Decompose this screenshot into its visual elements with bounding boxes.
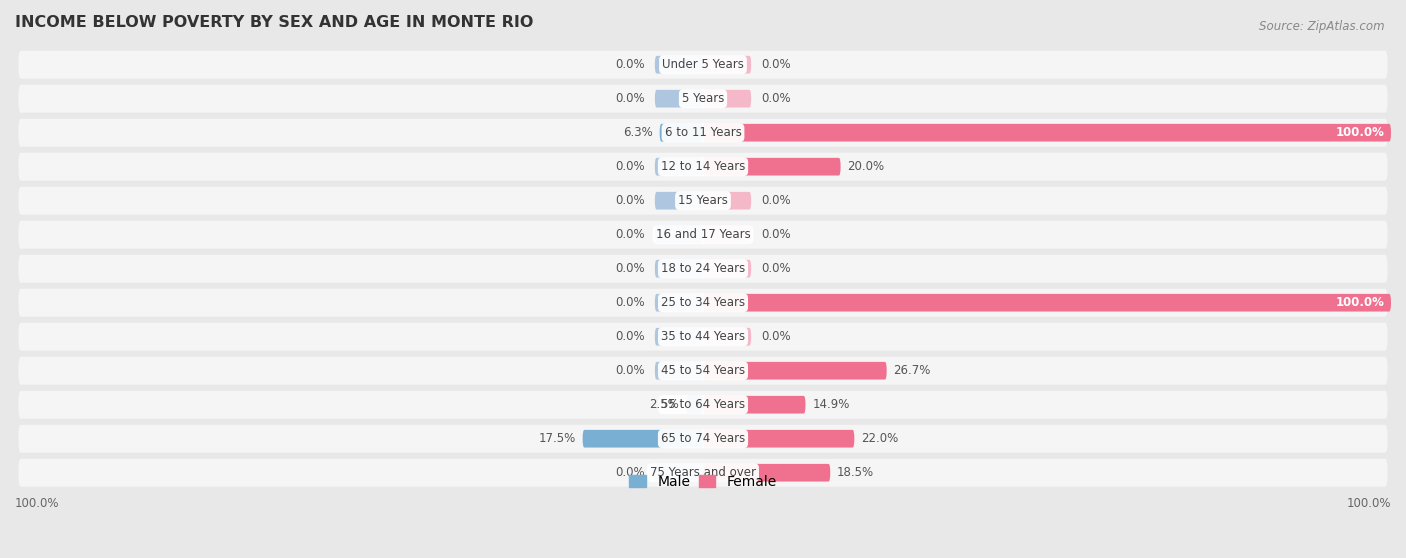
FancyBboxPatch shape bbox=[18, 289, 1388, 316]
FancyBboxPatch shape bbox=[18, 187, 1388, 215]
FancyBboxPatch shape bbox=[18, 119, 1388, 147]
Text: 12 to 14 Years: 12 to 14 Years bbox=[661, 160, 745, 173]
FancyBboxPatch shape bbox=[703, 124, 1391, 142]
Text: 35 to 44 Years: 35 to 44 Years bbox=[661, 330, 745, 343]
FancyBboxPatch shape bbox=[703, 294, 1391, 311]
FancyBboxPatch shape bbox=[18, 323, 1388, 350]
FancyBboxPatch shape bbox=[18, 425, 1388, 453]
Text: 0.0%: 0.0% bbox=[614, 296, 644, 309]
FancyBboxPatch shape bbox=[703, 158, 841, 176]
Text: 14.9%: 14.9% bbox=[813, 398, 849, 411]
Text: 6 to 11 Years: 6 to 11 Years bbox=[665, 126, 741, 139]
FancyBboxPatch shape bbox=[655, 192, 703, 210]
Text: INCOME BELOW POVERTY BY SEX AND AGE IN MONTE RIO: INCOME BELOW POVERTY BY SEX AND AGE IN M… bbox=[15, 15, 533, 30]
FancyBboxPatch shape bbox=[703, 192, 751, 210]
Text: 18.5%: 18.5% bbox=[837, 466, 875, 479]
Text: 0.0%: 0.0% bbox=[614, 194, 644, 207]
FancyBboxPatch shape bbox=[703, 396, 806, 413]
FancyBboxPatch shape bbox=[18, 221, 1388, 249]
FancyBboxPatch shape bbox=[703, 90, 751, 108]
Text: 16 and 17 Years: 16 and 17 Years bbox=[655, 228, 751, 241]
Text: 15 Years: 15 Years bbox=[678, 194, 728, 207]
FancyBboxPatch shape bbox=[655, 226, 703, 243]
FancyBboxPatch shape bbox=[18, 459, 1388, 487]
Text: 25 to 34 Years: 25 to 34 Years bbox=[661, 296, 745, 309]
FancyBboxPatch shape bbox=[18, 255, 1388, 283]
Text: 0.0%: 0.0% bbox=[614, 160, 644, 173]
FancyBboxPatch shape bbox=[659, 124, 703, 142]
Text: 20.0%: 20.0% bbox=[848, 160, 884, 173]
Text: 2.5%: 2.5% bbox=[650, 398, 679, 411]
FancyBboxPatch shape bbox=[703, 56, 751, 74]
FancyBboxPatch shape bbox=[703, 226, 751, 243]
FancyBboxPatch shape bbox=[655, 158, 703, 176]
FancyBboxPatch shape bbox=[703, 430, 855, 448]
Text: 0.0%: 0.0% bbox=[762, 228, 792, 241]
FancyBboxPatch shape bbox=[18, 51, 1388, 79]
FancyBboxPatch shape bbox=[582, 430, 703, 448]
FancyBboxPatch shape bbox=[18, 391, 1388, 418]
Text: 55 to 64 Years: 55 to 64 Years bbox=[661, 398, 745, 411]
FancyBboxPatch shape bbox=[655, 328, 703, 345]
FancyBboxPatch shape bbox=[655, 294, 703, 311]
FancyBboxPatch shape bbox=[18, 357, 1388, 384]
FancyBboxPatch shape bbox=[703, 260, 751, 277]
Text: Source: ZipAtlas.com: Source: ZipAtlas.com bbox=[1260, 20, 1385, 32]
Text: 0.0%: 0.0% bbox=[614, 262, 644, 275]
Text: 0.0%: 0.0% bbox=[614, 364, 644, 377]
Text: 100.0%: 100.0% bbox=[1347, 497, 1391, 509]
Text: 0.0%: 0.0% bbox=[614, 228, 644, 241]
Text: 0.0%: 0.0% bbox=[762, 92, 792, 105]
FancyBboxPatch shape bbox=[655, 90, 703, 108]
FancyBboxPatch shape bbox=[18, 85, 1388, 113]
Text: 100.0%: 100.0% bbox=[15, 497, 59, 509]
FancyBboxPatch shape bbox=[703, 328, 751, 345]
Text: 22.0%: 22.0% bbox=[862, 432, 898, 445]
FancyBboxPatch shape bbox=[655, 362, 703, 379]
Text: 0.0%: 0.0% bbox=[614, 466, 644, 479]
Text: 17.5%: 17.5% bbox=[538, 432, 575, 445]
Legend: Male, Female: Male, Female bbox=[624, 469, 782, 494]
Text: 18 to 24 Years: 18 to 24 Years bbox=[661, 262, 745, 275]
Text: 0.0%: 0.0% bbox=[762, 58, 792, 71]
Text: 6.3%: 6.3% bbox=[623, 126, 652, 139]
Text: 0.0%: 0.0% bbox=[614, 92, 644, 105]
FancyBboxPatch shape bbox=[655, 56, 703, 74]
Text: 26.7%: 26.7% bbox=[894, 364, 931, 377]
Text: 0.0%: 0.0% bbox=[614, 58, 644, 71]
FancyBboxPatch shape bbox=[655, 260, 703, 277]
FancyBboxPatch shape bbox=[703, 464, 831, 482]
FancyBboxPatch shape bbox=[703, 362, 887, 379]
Text: Under 5 Years: Under 5 Years bbox=[662, 58, 744, 71]
Text: 0.0%: 0.0% bbox=[762, 330, 792, 343]
Text: 0.0%: 0.0% bbox=[762, 262, 792, 275]
Text: 0.0%: 0.0% bbox=[614, 330, 644, 343]
Text: 100.0%: 100.0% bbox=[1336, 126, 1384, 139]
Text: 65 to 74 Years: 65 to 74 Years bbox=[661, 432, 745, 445]
Text: 0.0%: 0.0% bbox=[762, 194, 792, 207]
Text: 45 to 54 Years: 45 to 54 Years bbox=[661, 364, 745, 377]
FancyBboxPatch shape bbox=[18, 153, 1388, 181]
FancyBboxPatch shape bbox=[686, 396, 703, 413]
Text: 100.0%: 100.0% bbox=[1336, 296, 1384, 309]
Text: 5 Years: 5 Years bbox=[682, 92, 724, 105]
Text: 75 Years and over: 75 Years and over bbox=[650, 466, 756, 479]
FancyBboxPatch shape bbox=[655, 464, 703, 482]
